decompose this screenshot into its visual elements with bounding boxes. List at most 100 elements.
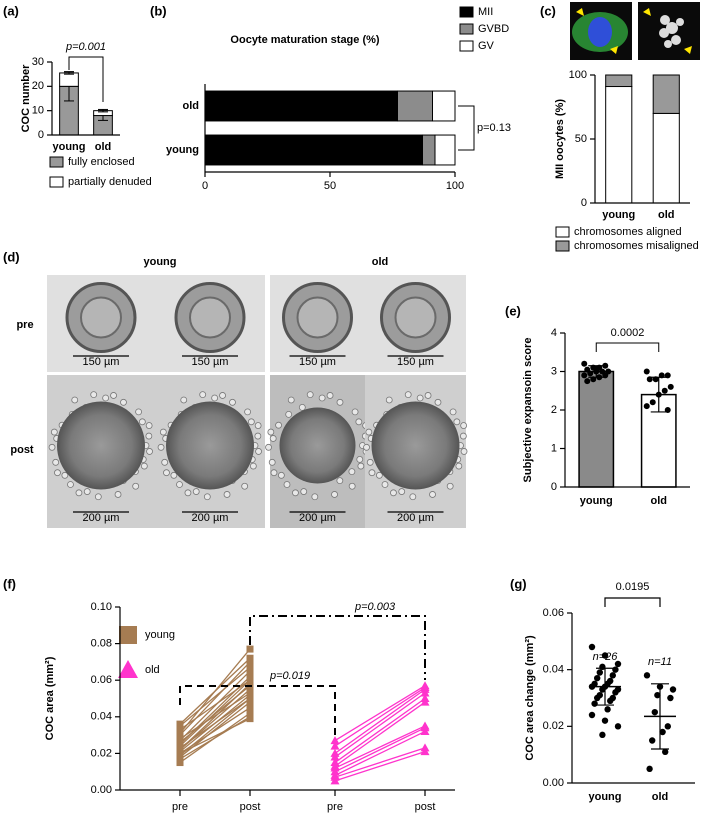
pair-line — [334, 730, 426, 776]
data-point — [587, 370, 594, 377]
x-tick-label: old — [658, 209, 675, 221]
pair-line — [334, 686, 426, 747]
cumulus-cell — [356, 456, 364, 463]
bracket — [249, 615, 426, 680]
data-point — [643, 368, 650, 375]
cumulus-cell — [270, 469, 278, 477]
cumulus-cell — [269, 435, 277, 442]
data-point — [596, 669, 603, 676]
cumulus-cell — [90, 391, 98, 399]
y-tick-label: 4 — [551, 327, 557, 339]
pair-line — [334, 692, 426, 758]
coc — [57, 401, 145, 490]
x-tick-label: young — [602, 209, 635, 221]
data-point — [601, 652, 609, 659]
y-tick-label: young — [166, 144, 199, 156]
data-point — [246, 645, 254, 653]
data-point — [612, 666, 619, 673]
cumulus-cell — [199, 391, 207, 399]
data-point — [246, 658, 254, 666]
cumulus-cell — [255, 448, 262, 455]
data-point — [246, 698, 254, 706]
cumulus-cell — [275, 421, 282, 429]
data-point — [588, 643, 596, 651]
pair-line — [179, 679, 251, 731]
cumulus-cell — [254, 432, 262, 440]
bracket — [604, 597, 661, 607]
cumulus-cell — [381, 481, 389, 488]
micrograph-chromosomes — [659, 15, 684, 48]
cumulus-cell — [306, 391, 314, 399]
data-point — [594, 674, 601, 682]
data-point — [661, 387, 668, 394]
bar-segment — [605, 86, 633, 204]
y-axis-label: COC area (mm²) — [44, 656, 56, 740]
data-point — [246, 709, 254, 717]
data-point — [649, 399, 656, 406]
bar-segment — [652, 112, 680, 204]
y-tick-label: 50 — [575, 133, 587, 145]
legend-label: chromosomes aligned — [574, 226, 682, 238]
cumulus-cell — [429, 491, 436, 498]
legend-swatch — [49, 156, 64, 168]
cumulus-cell — [135, 408, 142, 416]
cumulus-cell — [83, 488, 91, 495]
bar-segment — [434, 134, 456, 166]
cumulus-cell — [446, 482, 454, 490]
cumulus-cell — [277, 471, 285, 479]
pair-line — [334, 697, 426, 764]
y-axis-label: COC number — [20, 64, 32, 133]
coc — [279, 407, 356, 484]
row-label: post — [10, 444, 34, 456]
cumulus-cell — [331, 491, 338, 498]
oocyte — [189, 296, 231, 339]
annotation: p=0.003 — [354, 601, 396, 613]
pair-line — [179, 661, 251, 736]
data-point — [246, 715, 254, 723]
data-point — [588, 711, 596, 719]
cumulus-cell — [409, 493, 417, 501]
y-tick-label: 1 — [551, 442, 557, 454]
data-point — [664, 723, 671, 730]
data-point — [651, 708, 658, 716]
data-point — [614, 723, 622, 730]
cumulus-cell — [163, 469, 170, 477]
y-tick-label: 0.04 — [543, 664, 564, 676]
bar-segment — [204, 90, 398, 122]
cumulus-cell — [159, 428, 167, 436]
cumulus-cell — [368, 469, 376, 477]
panel-letter: (a) — [3, 3, 19, 18]
cumulus-cell — [265, 443, 272, 451]
y-tick-label: 20 — [32, 80, 44, 92]
bar — [578, 370, 615, 488]
pair-line — [334, 685, 426, 742]
x-tick-label: 50 — [324, 180, 336, 192]
x-tick-label: post — [415, 801, 436, 813]
data-point — [581, 360, 588, 367]
pair-line — [179, 697, 251, 749]
error-bar — [98, 108, 108, 113]
pair-line — [334, 747, 426, 778]
y-axis-label: COC area change (mm²) — [524, 635, 536, 761]
cumulus-cell — [54, 469, 61, 477]
pair-line — [334, 688, 426, 754]
cumulus-cell — [192, 488, 200, 495]
data-point — [246, 689, 254, 697]
cumulus-cell — [348, 482, 356, 490]
legend-label: MII — [478, 6, 493, 18]
cumulus-cell — [416, 394, 424, 402]
cumulus-cell — [459, 432, 467, 440]
data-point — [330, 736, 340, 745]
data-point — [662, 748, 669, 756]
x-tick-label: pre — [327, 801, 343, 813]
data-point — [604, 706, 611, 713]
cumulus-cell — [241, 482, 249, 490]
cumulus-cell — [211, 394, 219, 402]
data-point — [667, 383, 674, 390]
cumulus-cell — [157, 443, 165, 451]
micrograph-grid — [47, 275, 468, 528]
data-point — [667, 694, 674, 702]
data-point — [176, 735, 184, 743]
cumulus-cell — [287, 396, 295, 404]
